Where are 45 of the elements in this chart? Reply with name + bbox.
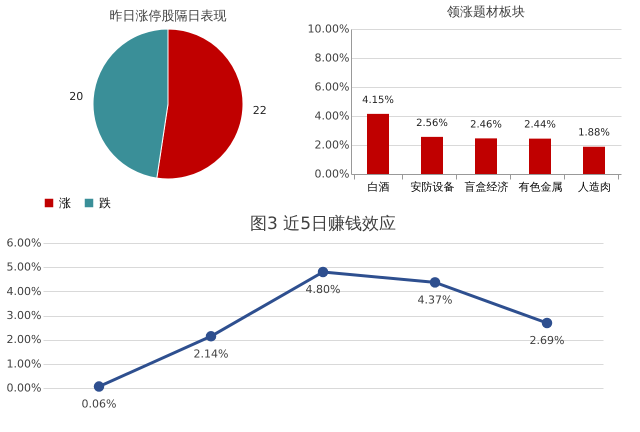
data-label: 2.14% [194, 347, 228, 360]
y-tick-label: 2.00% [6, 333, 42, 346]
bar [421, 136, 443, 174]
x-tick-label: 安防设备 [410, 180, 454, 194]
data-label: 2.44% [524, 120, 556, 131]
y-tick-label: 6.00% [6, 236, 42, 250]
data-label: 1.88% [578, 128, 610, 139]
x-tick-label: 盲盒经济 [464, 180, 508, 194]
point [94, 381, 104, 392]
data-label: 4.15% [362, 94, 394, 106]
chart-title: 昨日涨停股隔日表现 [110, 9, 226, 24]
bar [583, 146, 605, 174]
y-tick-label: 3.00% [6, 309, 42, 322]
chart-title: 图3 近5日赚钱效应 [250, 214, 396, 234]
bar [529, 138, 551, 174]
data-label: 4.80% [306, 283, 340, 296]
y-tick-label: 1.00% [6, 357, 42, 370]
data-label: 2.69% [530, 334, 564, 347]
data-label: 2.46% [470, 119, 502, 130]
data-label: 0.06% [82, 398, 116, 411]
y-tick-label: 2.00% [314, 138, 350, 152]
point [206, 331, 216, 342]
y-tick-label: 0.00% [314, 168, 350, 180]
legend-label: 跌 [99, 196, 111, 210]
data-label: 4.37% [418, 293, 452, 306]
y-tick-label: 8.00% [314, 52, 350, 64]
y-tick-label: 4.00% [314, 110, 350, 122]
y-tick-label: 0.00% [6, 382, 42, 394]
point [318, 266, 328, 278]
legend-label: 涨 [59, 196, 71, 210]
y-tick-label: 5.00% [6, 260, 42, 274]
data-label: 20 [69, 90, 84, 104]
point [430, 277, 440, 288]
bar [475, 138, 497, 174]
data-label: 2.56% [416, 118, 448, 129]
x-tick-label: 有色金属 [518, 180, 562, 194]
chart-title: 领涨题材板块 [447, 5, 525, 20]
y-tick-label: 4.00% [6, 284, 42, 298]
y-tick-label: 6.00% [314, 80, 350, 94]
x-tick-label: 人造肉 [578, 180, 611, 194]
data-label: 22 [252, 104, 267, 117]
y-tick-label: 10.00% [308, 22, 350, 36]
point [542, 318, 552, 328]
x-tick-label: 白酒 [368, 180, 390, 194]
bar [367, 114, 389, 174]
